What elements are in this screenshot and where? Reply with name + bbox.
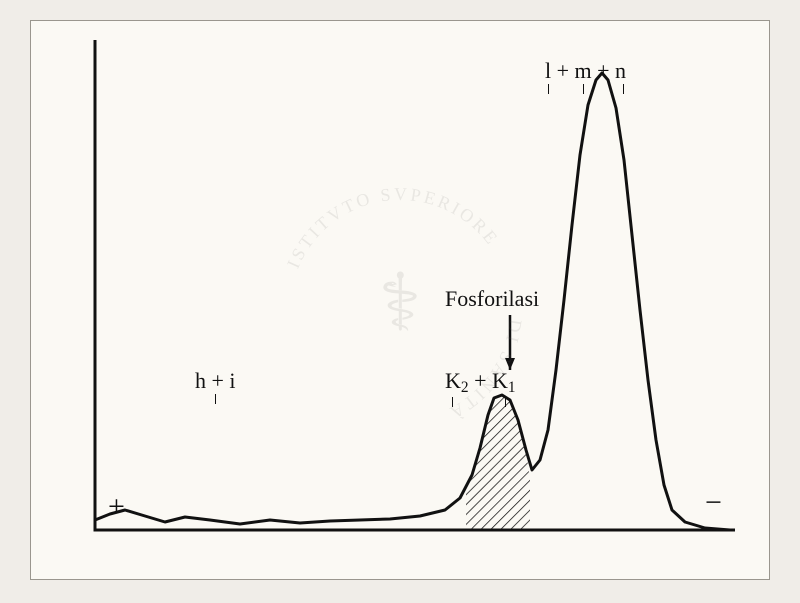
- label-fosforilasi: Fosforilasi: [445, 288, 539, 310]
- axis-minus-label: −: [705, 488, 722, 518]
- text: K2 + K1: [445, 368, 516, 393]
- text: l + m + n: [545, 58, 626, 83]
- label-l-m-n: l + m + n: [545, 60, 626, 96]
- label-h-i: h + i: [195, 370, 236, 406]
- axis-plus-label: +: [108, 492, 125, 522]
- label-k2-k1: K2 + K1: [445, 370, 516, 409]
- text: h + i: [195, 368, 236, 393]
